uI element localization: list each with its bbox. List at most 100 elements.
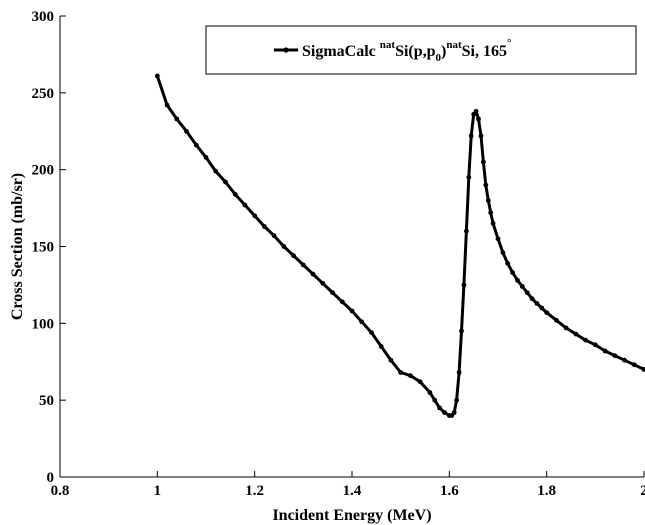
legend-label: SigmaCalc natSi(p,p0)natSi, 165°: [302, 37, 511, 64]
data-point: [641, 367, 645, 372]
data-point: [459, 328, 464, 334]
legend-label-prefix: SigmaCalc: [302, 43, 380, 60]
data-point: [563, 325, 569, 331]
data-point: [174, 116, 180, 122]
x-axis-title: Incident Energy (MeV): [272, 507, 431, 524]
legend-label-mid1: Si(p,p: [395, 43, 436, 60]
data-point: [534, 301, 540, 306]
data-point: [408, 373, 413, 378]
x-tick-label: 0.8: [51, 483, 70, 499]
y-tick-label: 0: [47, 470, 55, 486]
axes: 0.8 1 1.2 1.4 1.6 1.8 2 0 50 100 150 200 250 300: [32, 9, 645, 499]
data-point: [310, 271, 316, 277]
data-point: [612, 353, 618, 358]
data-point: [529, 296, 535, 302]
data-point: [437, 405, 442, 411]
data-point: [203, 155, 209, 160]
data-point: [602, 348, 608, 354]
data-point: [154, 73, 160, 79]
data-point: [320, 281, 326, 286]
data-point: [631, 362, 637, 368]
data-point: [193, 142, 199, 148]
data-point: [519, 284, 525, 289]
data-point: [456, 370, 462, 375]
data-point: [515, 277, 520, 283]
data-point: [427, 390, 433, 395]
data-point: [300, 262, 306, 268]
y-tick-label: 100: [32, 316, 55, 332]
data-point: [495, 236, 501, 242]
data-point: [454, 397, 459, 403]
data-point: [349, 308, 355, 314]
data-point: [583, 337, 588, 343]
x-tick-label: 2: [640, 483, 645, 499]
data-point: [262, 224, 267, 229]
data-point: [378, 344, 384, 349]
legend-marker: [283, 47, 289, 53]
data-point: [488, 210, 494, 216]
data-point: [461, 282, 467, 288]
data-point: [291, 253, 296, 259]
data-point: [483, 182, 489, 188]
data-point: [478, 133, 484, 139]
data-point: [490, 221, 496, 226]
data-point: [473, 108, 479, 114]
data-point: [505, 261, 511, 266]
data-point: [252, 213, 258, 219]
data-point: [398, 370, 404, 375]
data-point: [485, 198, 491, 203]
data-point: [476, 116, 481, 122]
y-tick-label: 50: [39, 393, 54, 409]
series-line: [155, 75, 645, 417]
data-point: [417, 379, 423, 385]
data-point: [464, 228, 469, 234]
legend-label-mid3: Si, 165: [462, 43, 507, 60]
data-point: [539, 305, 545, 311]
x-tick-label: 1.8: [537, 483, 556, 499]
plot-area: [154, 73, 645, 418]
data-point: [432, 397, 438, 403]
data-point: [544, 310, 550, 315]
data-point: [232, 191, 238, 197]
legend-label-sup1: nat: [380, 39, 396, 51]
data-point: [500, 250, 506, 256]
y-axis-title: Cross Section (mb/sr): [9, 173, 26, 320]
data-point: [369, 330, 374, 335]
y-tick-label: 150: [32, 240, 55, 256]
legend-label-sup2: nat: [446, 39, 462, 51]
data-point: [330, 290, 335, 295]
data-point: [281, 244, 287, 249]
data-point: [468, 133, 474, 139]
data-point: [622, 357, 627, 363]
data-point: [271, 233, 277, 239]
data-point: [524, 290, 530, 295]
data-point: [213, 168, 219, 174]
legend-label-mid2: ): [441, 43, 446, 60]
data-point: [359, 319, 365, 325]
x-tick-label: 1.6: [440, 483, 459, 499]
x-tick-label: 1.2: [245, 483, 264, 499]
legend-label-degree: °: [507, 37, 511, 49]
data-point: [184, 128, 189, 134]
data-point: [554, 317, 559, 323]
data-point: [164, 102, 170, 108]
legend: SigmaCalc natSi(p,p0)natSi, 165°: [205, 25, 637, 75]
data-point: [442, 410, 447, 415]
data-point: [466, 174, 472, 180]
data-point: [592, 342, 598, 348]
y-tick-label: 200: [32, 163, 55, 179]
data-point: [388, 357, 394, 363]
legend-label-sub1: 0: [436, 52, 442, 64]
data-point: [223, 179, 228, 185]
x-tick-label: 1.4: [343, 483, 362, 499]
y-tick-label: 250: [32, 86, 55, 102]
data-point: [481, 159, 486, 165]
y-tick-label: 300: [32, 9, 55, 25]
x-tick-label: 1: [154, 483, 162, 499]
data-point: [339, 299, 345, 305]
data-point: [242, 202, 248, 208]
data-point: [451, 410, 457, 415]
data-point: [573, 331, 579, 337]
data-point: [510, 270, 515, 275]
